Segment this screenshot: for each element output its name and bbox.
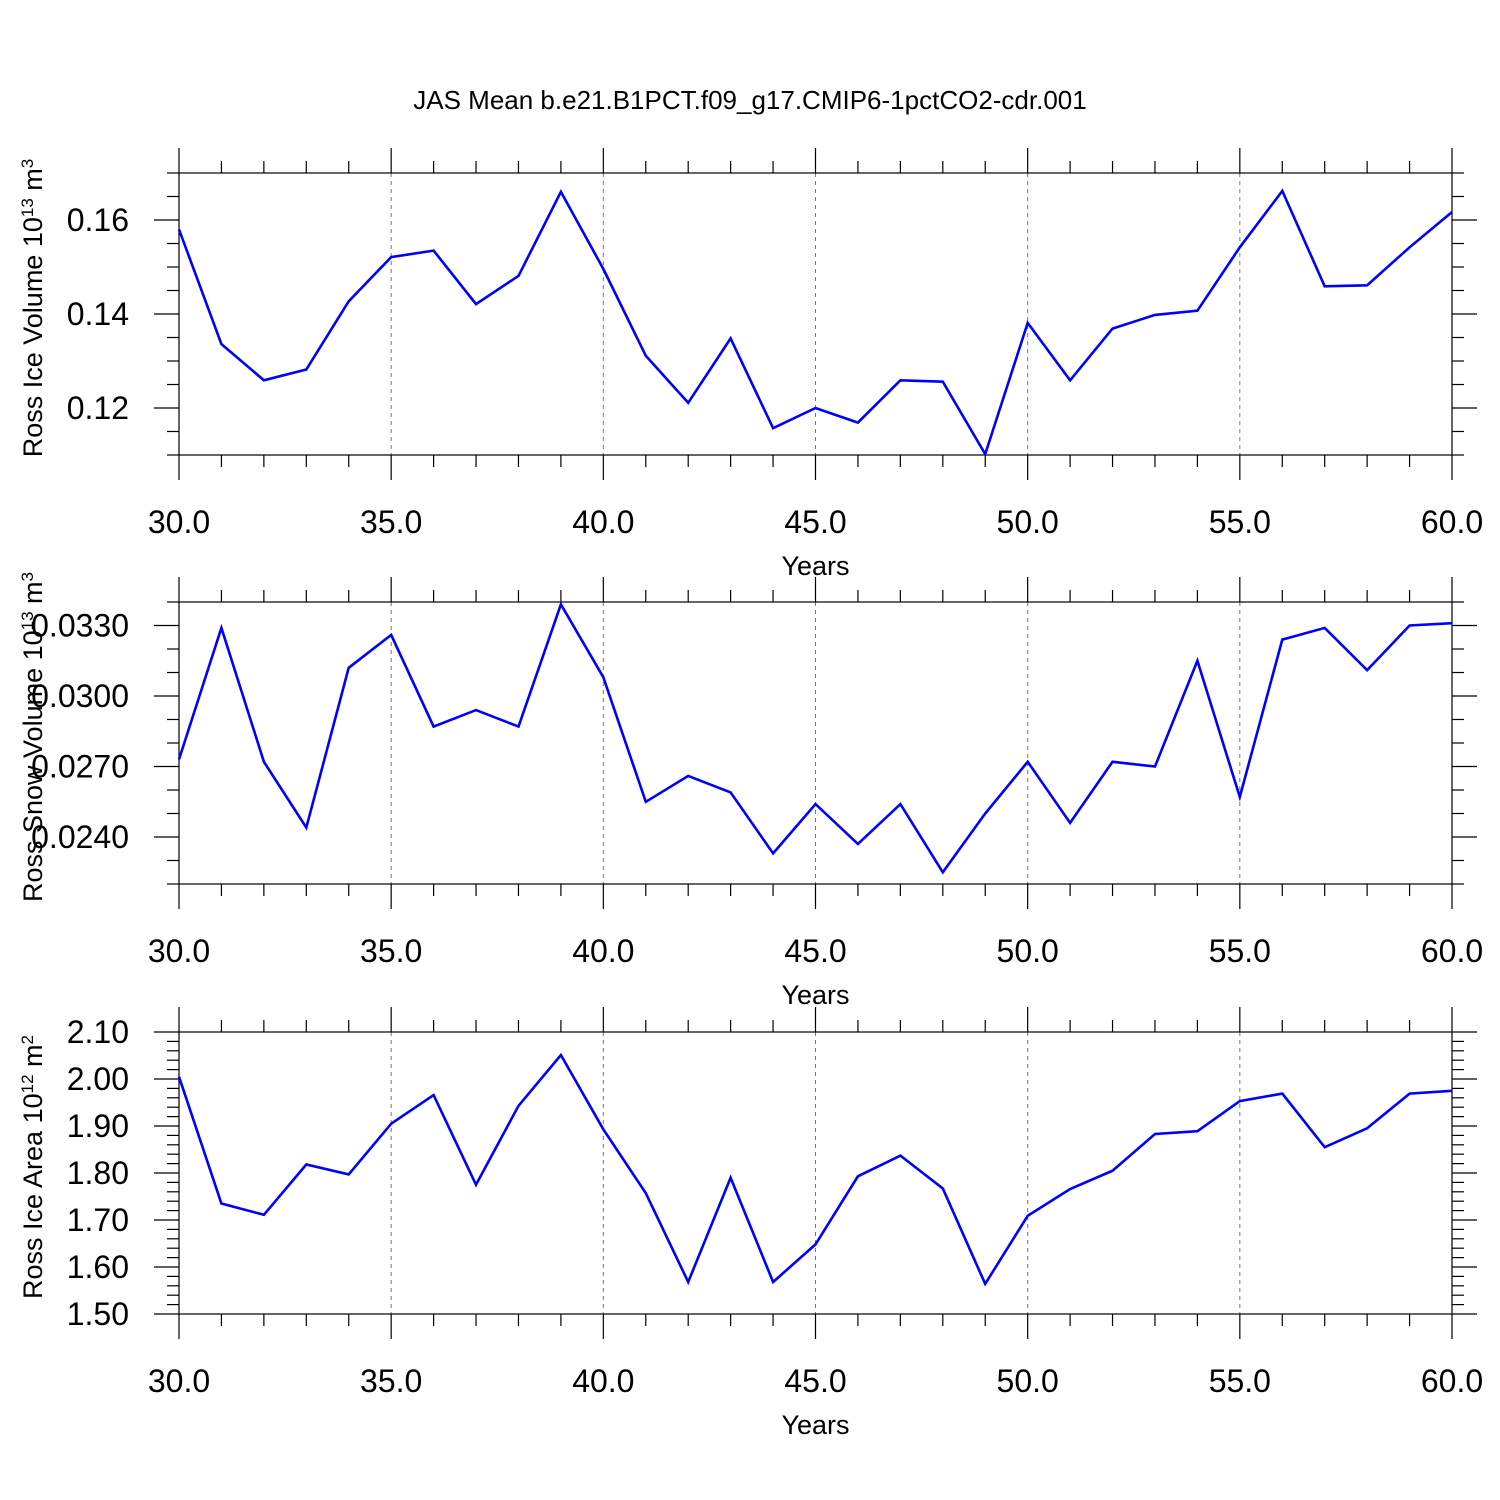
x-tick-label: 50.0: [997, 933, 1059, 969]
x-tick-label: 30.0: [148, 504, 210, 540]
x-tick-label: 35.0: [360, 504, 422, 540]
x-tick-label: 50.0: [997, 1363, 1059, 1399]
y-axis-label: Ross Ice Area 1012 m2: [18, 1035, 49, 1299]
y-axis-label-exp: 13: [18, 611, 37, 630]
series-line: [177, 188, 1453, 458]
x-axis-label: Years: [781, 980, 849, 1010]
x-tick-label: 45.0: [784, 504, 846, 540]
x-tick-label: 30.0: [148, 933, 210, 969]
chart-panel-3: 30.0 35.0 40.0 45.0 50.0 55.0 60.0 Years 1.50 1.6…: [18, 1007, 1483, 1440]
y-axis-label-exp: 12: [18, 1074, 37, 1093]
x-tick-label: 45.0: [784, 933, 846, 969]
x-tick-label: 55.0: [1209, 504, 1271, 540]
y-tick-label: 0.16: [67, 202, 129, 238]
x-tick-label: 35.0: [360, 1363, 422, 1399]
y-axis-label-unit-exp: 3: [18, 159, 37, 168]
y-axis-label: Ross Ice Volume 1013 m3: [18, 159, 49, 458]
y-axis-label-unit: m: [18, 1044, 48, 1074]
y-tick-label: 0.0330: [31, 608, 129, 644]
x-tick-label: 30.0: [148, 1363, 210, 1399]
y-axis-label-text: Ross Snow Volume 10: [18, 630, 48, 902]
chart-panel-1: 30.0 35.0 40.0 45.0 50.0 55.0 60.0 Years 0.12 0.1…: [18, 148, 1483, 581]
x-axis-label: Years: [781, 1410, 849, 1440]
y-axis-label-unit-exp: 3: [18, 572, 37, 581]
x-tick-label: 60.0: [1421, 504, 1483, 540]
y-tick-label: 1.60: [67, 1249, 129, 1285]
y-axis-label: Ross Snow Volume 1013 m3: [18, 572, 49, 902]
y-tick-label: 0.0300: [31, 678, 129, 714]
x-tick-label: 40.0: [572, 504, 634, 540]
y-tick-label: 0.12: [67, 390, 129, 426]
chart-panel-2: 30.0 35.0 40.0 45.0 50.0 55.0 60.0 Years 0.0240 0…: [18, 572, 1484, 1010]
y-tick-label: 0.0240: [31, 819, 129, 855]
y-axis-label-unit: m: [18, 168, 48, 198]
y-tick-label: 1.80: [67, 1155, 129, 1191]
y-tick-label: 1.50: [67, 1296, 129, 1332]
x-tick-label: 60.0: [1421, 1363, 1483, 1399]
series-line: [177, 601, 1453, 875]
series-line: [177, 1052, 1453, 1287]
x-tick-label: 50.0: [997, 504, 1059, 540]
x-tick-label: 40.0: [572, 1363, 634, 1399]
x-tick-label: 55.0: [1209, 1363, 1271, 1399]
y-tick-label: 0.14: [67, 296, 129, 332]
x-tick-label: 55.0: [1209, 933, 1271, 969]
y-tick-label: 2.10: [67, 1014, 129, 1050]
y-axis-label-text: Ross Ice Area 10: [18, 1093, 48, 1299]
figure-title: JAS Mean b.e21.B1PCT.f09_g17.CMIP6-1pctC…: [413, 85, 1086, 115]
x-axis-label: Years: [781, 551, 849, 581]
x-tick-label: 40.0: [572, 933, 634, 969]
y-axis-label-exp: 13: [18, 198, 37, 217]
x-tick-label: 60.0: [1421, 933, 1483, 969]
x-tick-label: 35.0: [360, 933, 422, 969]
y-tick-label: 2.00: [67, 1061, 129, 1097]
y-axis-label-unit-exp: 2: [18, 1035, 37, 1044]
y-axis-label-text: Ross Ice Volume 10: [18, 217, 48, 457]
y-tick-label: 0.0270: [31, 749, 129, 785]
x-tick-label: 45.0: [784, 1363, 846, 1399]
y-tick-label: 1.70: [67, 1202, 129, 1238]
y-tick-label: 1.90: [67, 1108, 129, 1144]
y-axis-label-unit: m: [18, 581, 48, 611]
